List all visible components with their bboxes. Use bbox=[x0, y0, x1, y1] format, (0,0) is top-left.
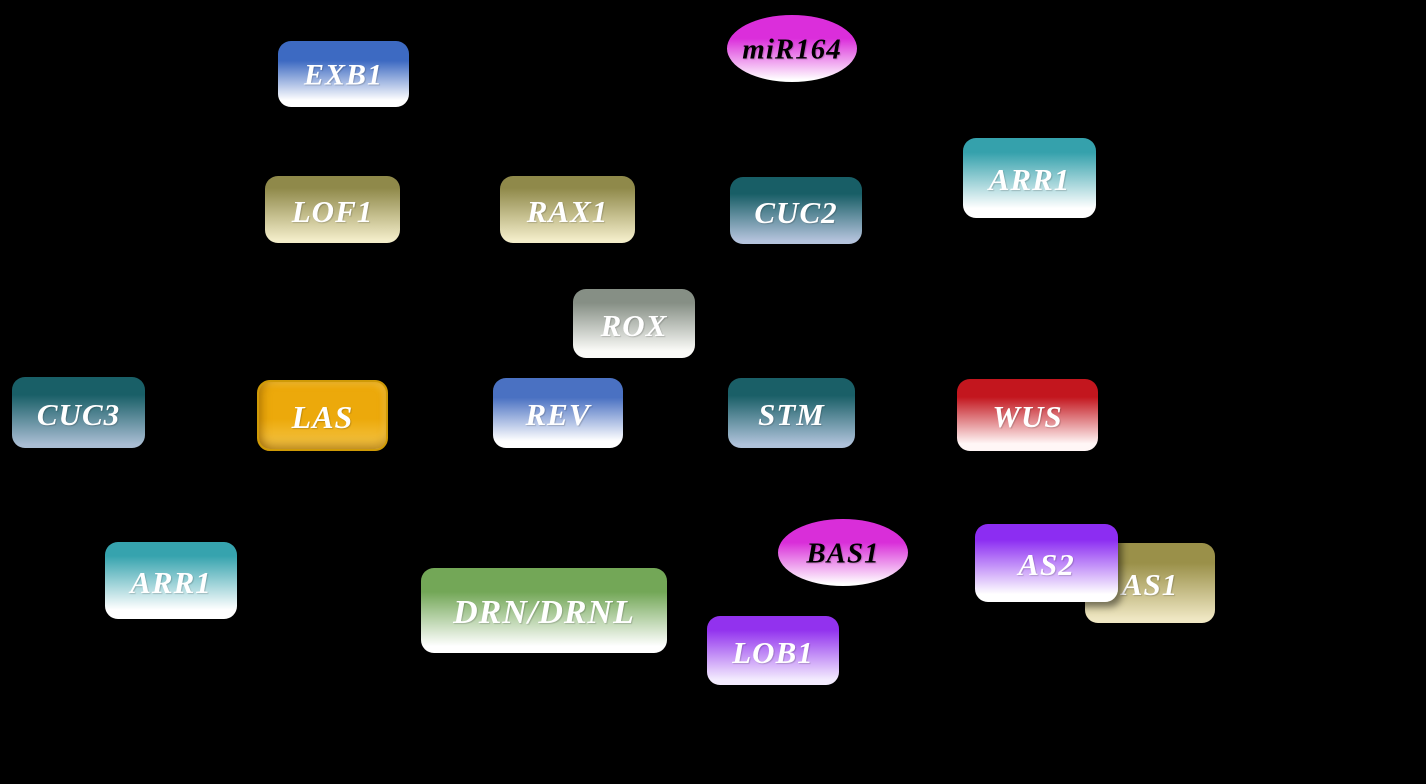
node-drn-drnl: DRN/DRNL bbox=[421, 568, 667, 653]
node-rox: ROX bbox=[573, 289, 695, 358]
node-label-as1: AS1 bbox=[1121, 566, 1179, 602]
node-label-lof1: LOF1 bbox=[291, 193, 374, 229]
node-label-as2: AS2 bbox=[1018, 546, 1075, 582]
node-cuc3: CUC3 bbox=[12, 377, 145, 448]
node-label-rev: REV bbox=[525, 396, 591, 432]
node-label-cuc3: CUC3 bbox=[36, 396, 121, 432]
node-rax1: RAX1 bbox=[500, 176, 635, 243]
node-label-wus: WUS bbox=[992, 398, 1063, 434]
node-label-lob1: LOB1 bbox=[732, 634, 814, 670]
node-arr1-top: ARR1 bbox=[963, 138, 1096, 218]
node-label-las: LAS bbox=[291, 398, 354, 435]
node-bas1: BAS1 bbox=[778, 519, 908, 586]
node-label-cuc2: CUC2 bbox=[754, 194, 838, 230]
node-stm: STM bbox=[728, 378, 855, 448]
node-mir164: miR164 bbox=[727, 15, 857, 82]
node-lob1: LOB1 bbox=[707, 616, 839, 685]
node-label-mir164: miR164 bbox=[742, 33, 842, 66]
node-wus: WUS bbox=[957, 379, 1098, 451]
node-as2: AS2 bbox=[975, 524, 1118, 602]
node-arr1-bottom: ARR1 bbox=[105, 542, 237, 619]
node-exb1: EXB1 bbox=[278, 41, 409, 107]
node-label-bas1: BAS1 bbox=[806, 537, 880, 570]
node-label-rox: ROX bbox=[600, 307, 668, 343]
node-lof1: LOF1 bbox=[265, 176, 400, 243]
node-label-stm: STM bbox=[758, 396, 825, 432]
node-label-exb1: EXB1 bbox=[303, 58, 384, 92]
node-rev: REV bbox=[493, 378, 623, 448]
node-label-drn-drnl: DRN/DRNL bbox=[453, 593, 635, 631]
node-label-arr1-top: ARR1 bbox=[988, 161, 1071, 197]
node-label-rax1: RAX1 bbox=[526, 193, 609, 229]
node-las: LAS bbox=[257, 380, 388, 451]
node-label-arr1-bottom: ARR1 bbox=[130, 564, 212, 600]
node-cuc2: CUC2 bbox=[730, 177, 862, 244]
